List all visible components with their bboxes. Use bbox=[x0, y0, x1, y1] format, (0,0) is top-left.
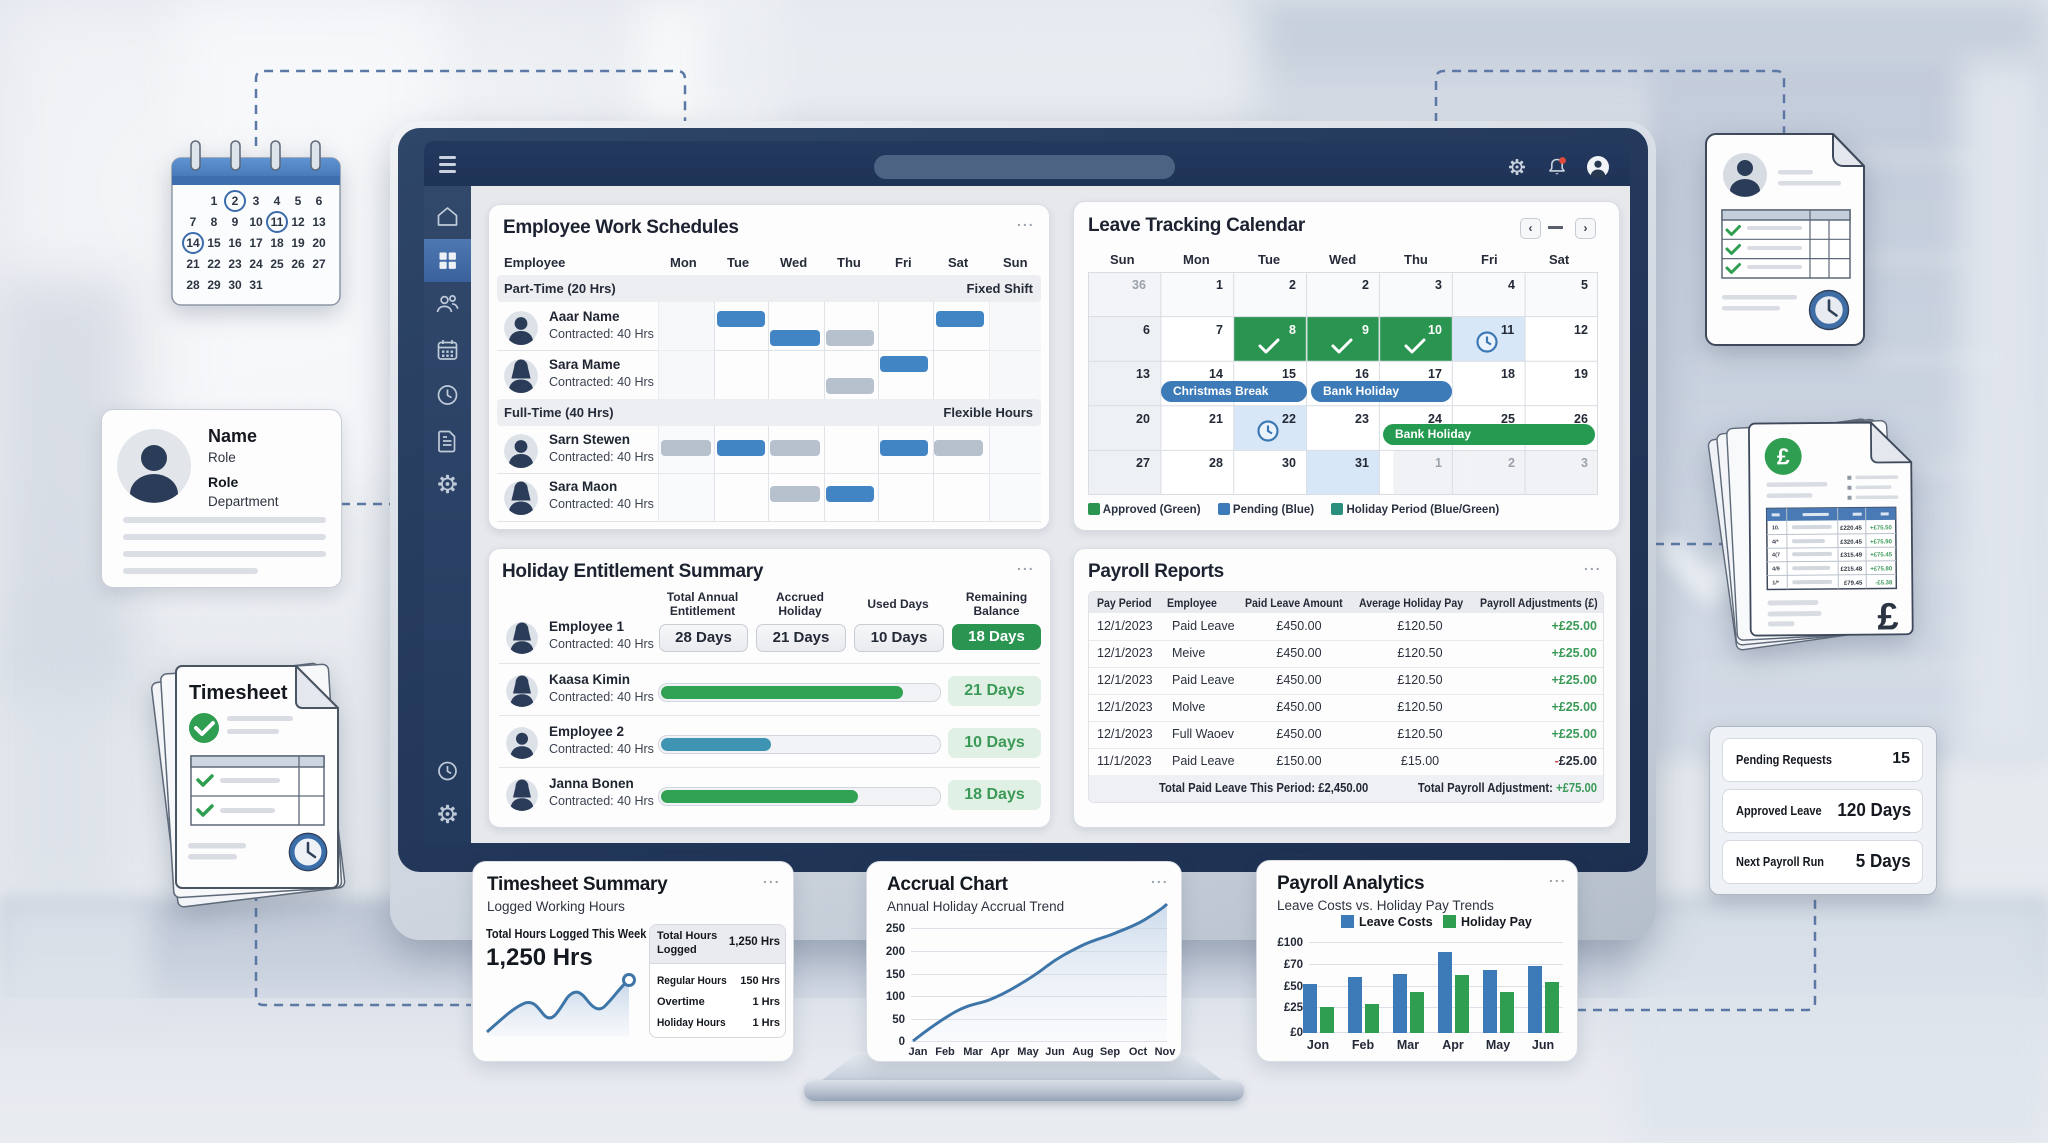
svg-text:0: 0 bbox=[899, 1036, 905, 1048]
svg-text:Oct: Oct bbox=[1129, 1046, 1148, 1058]
svg-text:2: 2 bbox=[232, 194, 239, 208]
svg-text:Aug: Aug bbox=[1072, 1046, 1093, 1058]
svg-text:£: £ bbox=[1877, 596, 1899, 638]
svg-text:£100: £100 bbox=[1277, 937, 1303, 949]
svg-text:£70: £70 bbox=[1284, 959, 1303, 971]
svg-text:26: 26 bbox=[291, 257, 305, 271]
svg-text:£315.49: £315.49 bbox=[1840, 553, 1862, 559]
svg-text:Feb: Feb bbox=[935, 1046, 955, 1058]
svg-text:150: 150 bbox=[886, 969, 905, 981]
svg-text:100: 100 bbox=[886, 991, 905, 1003]
svg-text:Jun: Jun bbox=[1532, 1038, 1554, 1052]
svg-text:20: 20 bbox=[312, 236, 326, 250]
svg-text:28: 28 bbox=[186, 278, 200, 292]
svg-text:4(7: 4(7 bbox=[1772, 552, 1780, 558]
svg-text:17: 17 bbox=[249, 236, 263, 250]
svg-text:+£75.90: +£75.90 bbox=[1870, 539, 1893, 545]
svg-text:Jan: Jan bbox=[909, 1046, 928, 1058]
svg-text:15: 15 bbox=[207, 236, 221, 250]
svg-text:4/*: 4/* bbox=[1772, 539, 1780, 545]
svg-text:Nov: Nov bbox=[1155, 1046, 1177, 1058]
svg-text:250: 250 bbox=[886, 923, 905, 935]
svg-text:Mar: Mar bbox=[963, 1046, 983, 1058]
svg-text:Leave Costs: Leave Costs bbox=[1359, 915, 1433, 929]
svg-text:5: 5 bbox=[295, 194, 302, 208]
svg-text:31: 31 bbox=[249, 278, 263, 292]
svg-text:+£75.45: +£75.45 bbox=[1870, 552, 1893, 558]
svg-text:£50: £50 bbox=[1284, 981, 1303, 993]
svg-text:23: 23 bbox=[228, 257, 242, 271]
svg-text:1/*: 1/* bbox=[1772, 580, 1780, 586]
svg-text:Apr: Apr bbox=[991, 1046, 1011, 1058]
svg-text:£220.45: £220.45 bbox=[1840, 526, 1862, 532]
svg-text:+£75.80: +£75.80 bbox=[1870, 566, 1893, 572]
svg-text:16: 16 bbox=[228, 236, 242, 250]
svg-text:8: 8 bbox=[211, 215, 218, 229]
svg-text:4/9: 4/9 bbox=[1772, 566, 1780, 572]
svg-text:30: 30 bbox=[228, 278, 242, 292]
svg-text:-£5.38: -£5.38 bbox=[1875, 580, 1893, 586]
svg-text:£79.45: £79.45 bbox=[1844, 581, 1863, 587]
svg-text:Sep: Sep bbox=[1100, 1046, 1120, 1058]
svg-text:10: 10 bbox=[249, 215, 263, 229]
svg-text:Jon: Jon bbox=[1307, 1038, 1329, 1052]
svg-text:50: 50 bbox=[892, 1014, 905, 1026]
svg-text:1: 1 bbox=[211, 194, 218, 208]
svg-text:Holiday Pay: Holiday Pay bbox=[1461, 915, 1532, 929]
svg-text:£: £ bbox=[1777, 443, 1790, 469]
svg-text:4: 4 bbox=[274, 194, 281, 208]
svg-text:29: 29 bbox=[207, 278, 221, 292]
svg-text:May: May bbox=[1017, 1046, 1039, 1058]
svg-text:Mar: Mar bbox=[1397, 1038, 1419, 1052]
svg-text:11: 11 bbox=[271, 215, 284, 229]
svg-text:22: 22 bbox=[207, 257, 221, 271]
svg-text:200: 200 bbox=[886, 946, 905, 958]
svg-text:9: 9 bbox=[232, 215, 239, 229]
svg-text:Timesheet: Timesheet bbox=[189, 682, 288, 704]
svg-text:27: 27 bbox=[312, 257, 326, 271]
svg-text:25: 25 bbox=[270, 257, 284, 271]
svg-text:Jun: Jun bbox=[1045, 1046, 1065, 1058]
svg-text:Apr: Apr bbox=[1442, 1038, 1464, 1052]
svg-text:12: 12 bbox=[291, 215, 305, 229]
svg-text:+£75.50: +£75.50 bbox=[1870, 525, 1893, 531]
svg-text:May: May bbox=[1486, 1038, 1510, 1052]
svg-text:13: 13 bbox=[312, 215, 326, 229]
svg-text:7: 7 bbox=[190, 215, 197, 229]
svg-text:£0: £0 bbox=[1290, 1027, 1303, 1039]
svg-text:6: 6 bbox=[316, 194, 323, 208]
svg-text:£25: £25 bbox=[1284, 1002, 1304, 1014]
svg-text:21: 21 bbox=[186, 257, 200, 271]
svg-text:24: 24 bbox=[249, 257, 263, 271]
svg-text:£215.48: £215.48 bbox=[1840, 567, 1862, 573]
svg-text:3: 3 bbox=[253, 194, 260, 208]
svg-text:14: 14 bbox=[186, 236, 200, 250]
svg-text:£320.45: £320.45 bbox=[1840, 540, 1862, 546]
svg-text:19: 19 bbox=[291, 236, 305, 250]
svg-text:Feb: Feb bbox=[1352, 1038, 1375, 1052]
svg-text:10.: 10. bbox=[1772, 525, 1780, 531]
svg-text:18: 18 bbox=[270, 236, 284, 250]
